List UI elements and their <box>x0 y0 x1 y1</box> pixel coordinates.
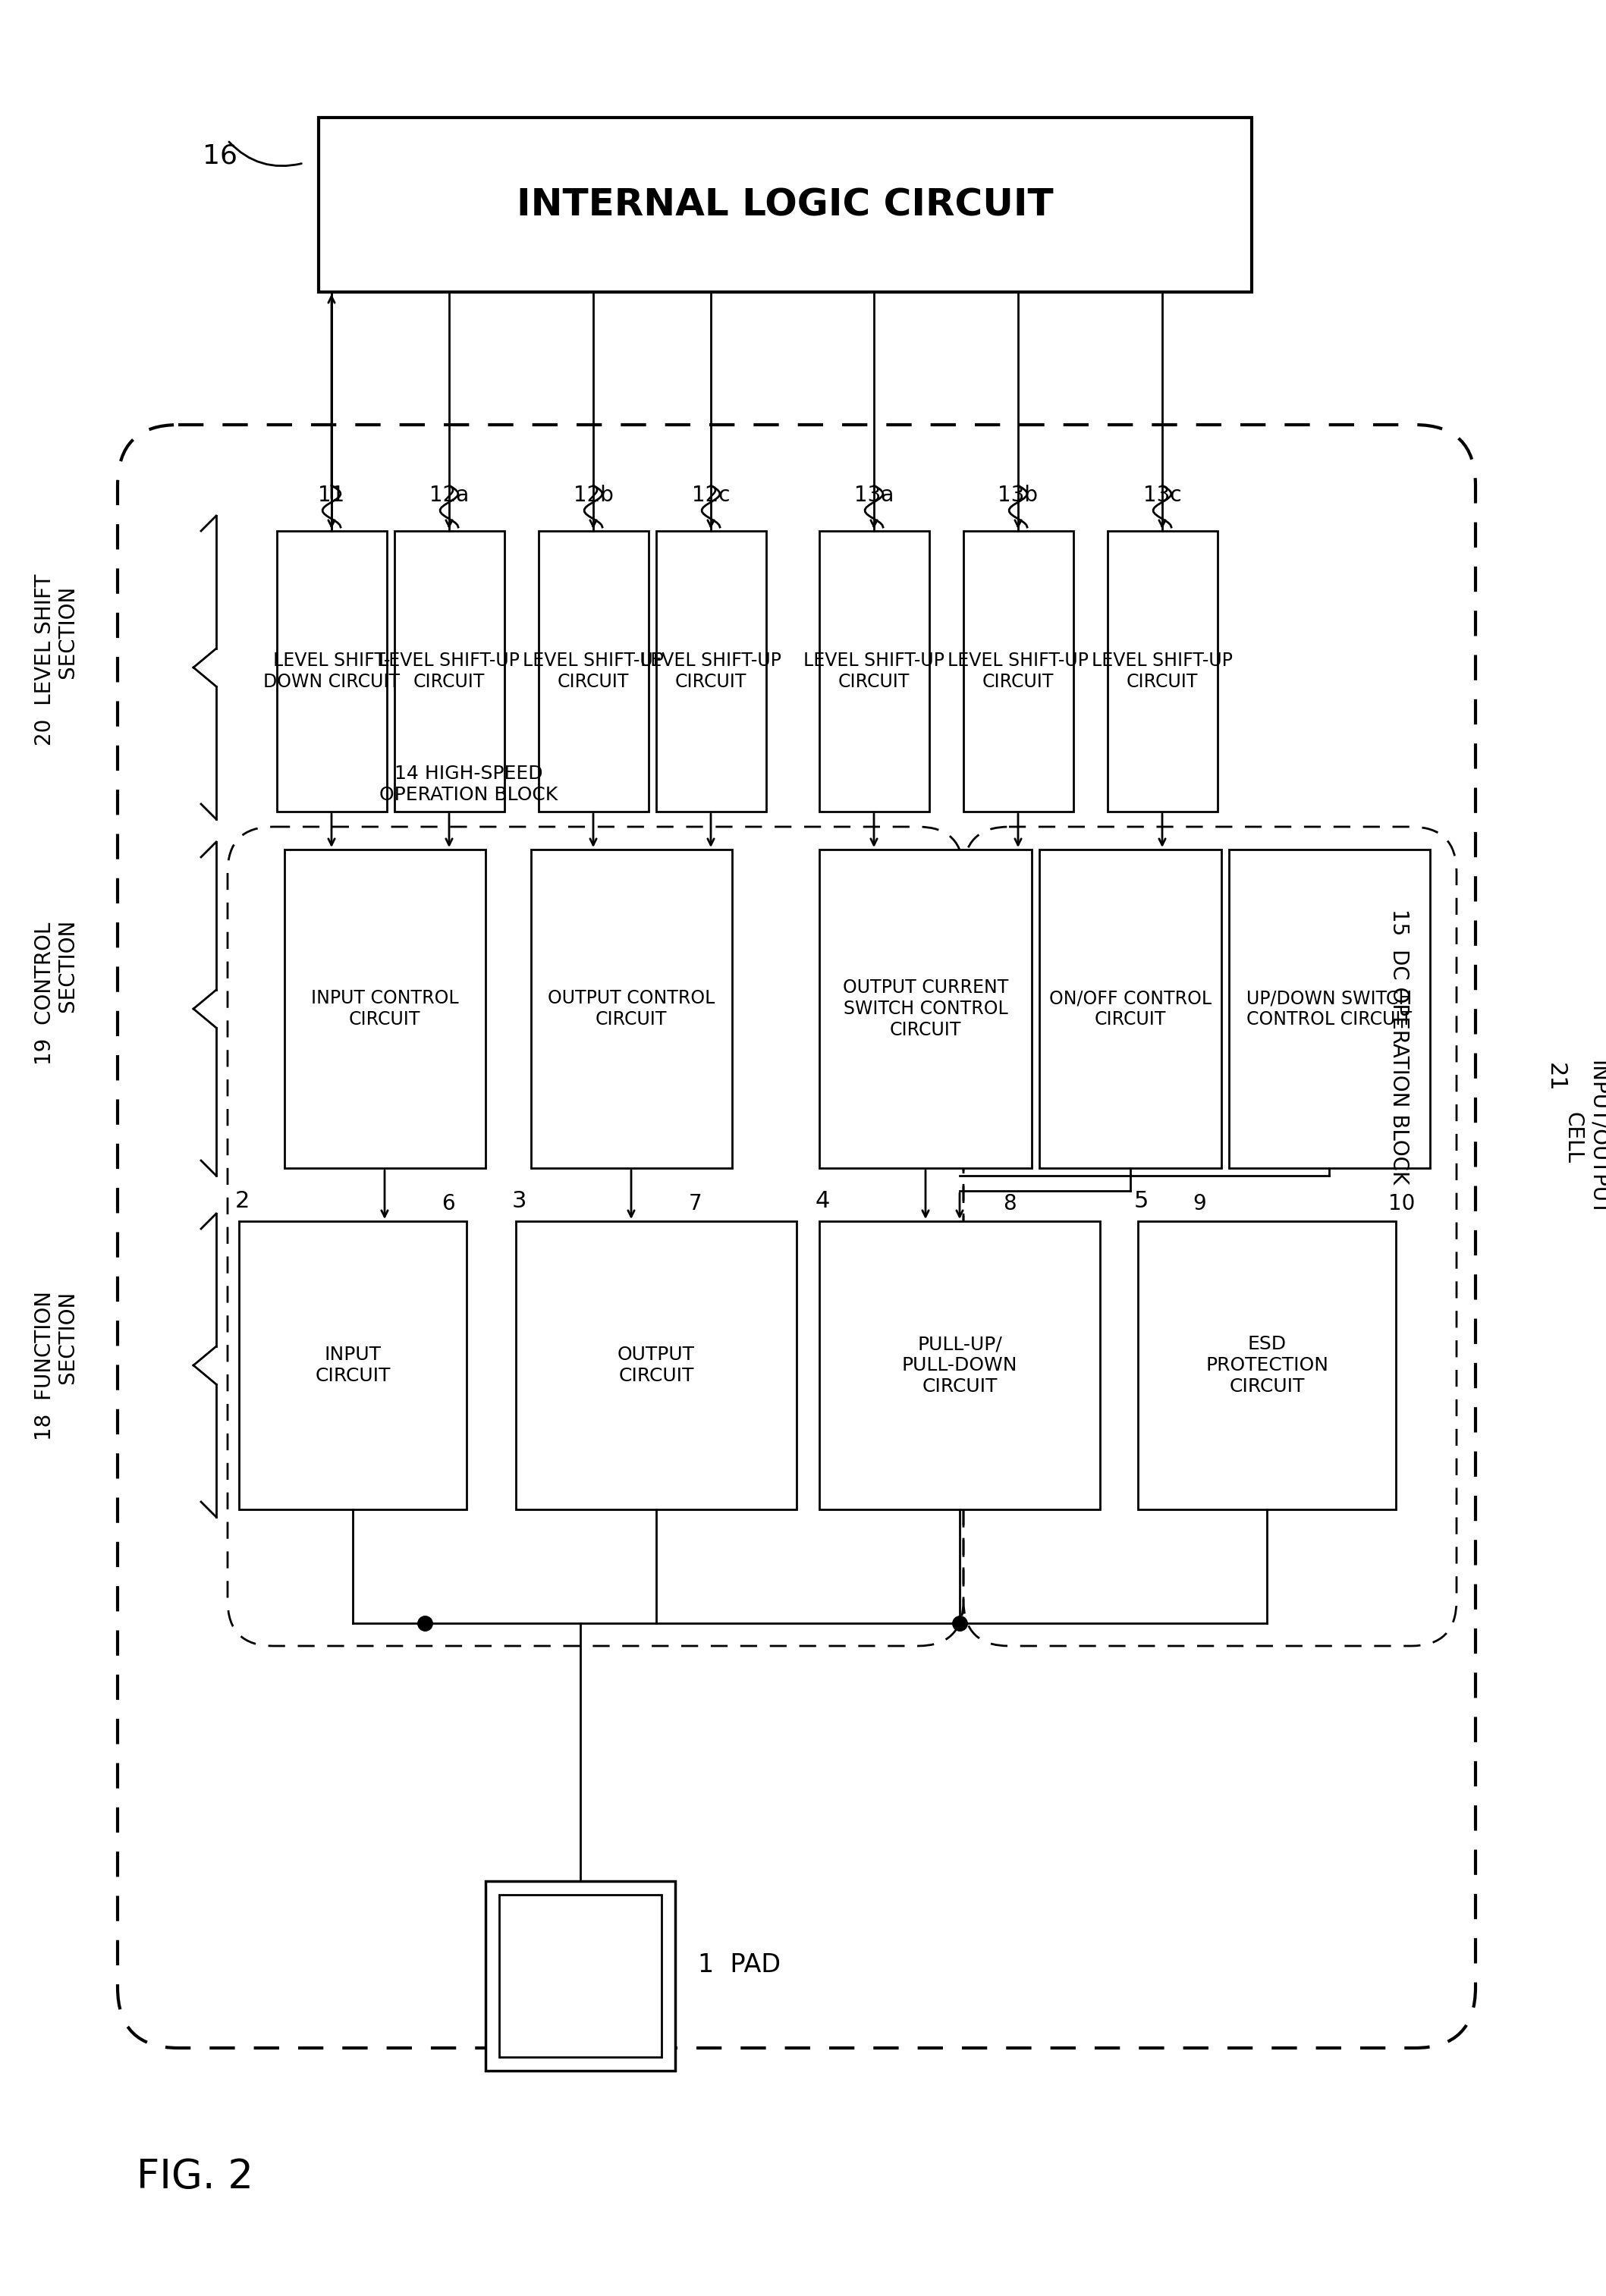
Text: 13a: 13a <box>854 484 895 505</box>
Bar <box>532 850 732 1169</box>
Text: 14 HIGH-SPEED
OPERATION BLOCK: 14 HIGH-SPEED OPERATION BLOCK <box>379 765 557 804</box>
Text: 12a: 12a <box>429 484 469 505</box>
Bar <box>395 530 504 810</box>
Bar <box>499 1894 662 2057</box>
Text: INPUT CONTROL
CIRCUIT: INPUT CONTROL CIRCUIT <box>312 990 458 1029</box>
Text: ESD
PROTECTION
CIRCUIT: ESD PROTECTION CIRCUIT <box>1206 1334 1328 1396</box>
Bar <box>485 1880 675 2071</box>
Bar <box>1229 850 1429 1169</box>
Text: 12b: 12b <box>573 484 613 505</box>
Text: INPUT/OUTPUT
CELL: INPUT/OUTPUT CELL <box>1563 1061 1606 1215</box>
Text: 20  LEVEL SHIFT
        SECTION: 20 LEVEL SHIFT SECTION <box>34 574 80 746</box>
Text: 18  FUNCTION
        SECTION: 18 FUNCTION SECTION <box>34 1290 80 1440</box>
Text: 10: 10 <box>1388 1194 1415 1215</box>
Text: INPUT
CIRCUIT: INPUT CIRCUIT <box>315 1345 390 1384</box>
Bar <box>239 1221 467 1508</box>
Bar <box>657 530 766 810</box>
Text: 15  DC OPERATION BLOCK: 15 DC OPERATION BLOCK <box>1388 909 1410 1185</box>
Text: 5: 5 <box>1134 1189 1148 1212</box>
Text: 2: 2 <box>234 1189 251 1212</box>
Text: OUTPUT
CIRCUIT: OUTPUT CIRCUIT <box>618 1345 695 1384</box>
Bar <box>1108 530 1217 810</box>
Bar <box>284 850 485 1169</box>
Bar <box>964 530 1073 810</box>
Text: LEVEL SHIFT-UP
CIRCUIT: LEVEL SHIFT-UP CIRCUIT <box>522 652 663 691</box>
Text: ON/OFF CONTROL
CIRCUIT: ON/OFF CONTROL CIRCUIT <box>1049 990 1211 1029</box>
Bar <box>819 1221 1100 1508</box>
Bar <box>276 530 387 810</box>
Text: 13b: 13b <box>997 484 1037 505</box>
Bar <box>1039 850 1222 1169</box>
Text: 9: 9 <box>1193 1194 1206 1215</box>
Bar <box>538 530 649 810</box>
Text: 13c: 13c <box>1143 484 1182 505</box>
Text: 19  CONTROL
        SECTION: 19 CONTROL SECTION <box>34 921 80 1068</box>
Text: LEVEL SHIFT-
DOWN CIRCUIT: LEVEL SHIFT- DOWN CIRCUIT <box>263 652 400 691</box>
Text: OUTPUT CONTROL
CIRCUIT: OUTPUT CONTROL CIRCUIT <box>548 990 715 1029</box>
Text: 21: 21 <box>1545 1063 1566 1093</box>
Bar <box>516 1221 797 1508</box>
Bar <box>1139 1221 1396 1508</box>
Text: LEVEL SHIFT-UP
CIRCUIT: LEVEL SHIFT-UP CIRCUIT <box>948 652 1089 691</box>
Text: PULL-UP/
PULL-DOWN
CIRCUIT: PULL-UP/ PULL-DOWN CIRCUIT <box>903 1334 1018 1396</box>
Text: 8: 8 <box>1004 1194 1017 1215</box>
Text: INTERNAL LOGIC CIRCUIT: INTERNAL LOGIC CIRCUIT <box>517 186 1054 223</box>
Text: 7: 7 <box>689 1194 702 1215</box>
Text: 6: 6 <box>442 1194 454 1215</box>
Text: LEVEL SHIFT-UP
CIRCUIT: LEVEL SHIFT-UP CIRCUIT <box>379 652 520 691</box>
Text: 11: 11 <box>318 484 345 505</box>
Text: OUTPUT CURRENT
SWITCH CONTROL
CIRCUIT: OUTPUT CURRENT SWITCH CONTROL CIRCUIT <box>843 978 1009 1040</box>
Text: 12c: 12c <box>692 484 731 505</box>
Bar <box>819 530 930 810</box>
Text: 16: 16 <box>202 142 238 168</box>
Text: 4: 4 <box>816 1189 830 1212</box>
Bar <box>819 850 1031 1169</box>
Text: LEVEL SHIFT-UP
CIRCUIT: LEVEL SHIFT-UP CIRCUIT <box>1092 652 1233 691</box>
Text: UP/DOWN SWITCH
CONTROL CIRCUIT: UP/DOWN SWITCH CONTROL CIRCUIT <box>1246 990 1412 1029</box>
Text: 3: 3 <box>512 1189 527 1212</box>
Text: FIG. 2: FIG. 2 <box>137 2158 254 2197</box>
Text: 1  PAD: 1 PAD <box>699 1952 781 1977</box>
Text: LEVEL SHIFT-UP
CIRCUIT: LEVEL SHIFT-UP CIRCUIT <box>641 652 782 691</box>
Bar <box>318 117 1251 292</box>
Text: LEVEL SHIFT-UP
CIRCUIT: LEVEL SHIFT-UP CIRCUIT <box>803 652 944 691</box>
